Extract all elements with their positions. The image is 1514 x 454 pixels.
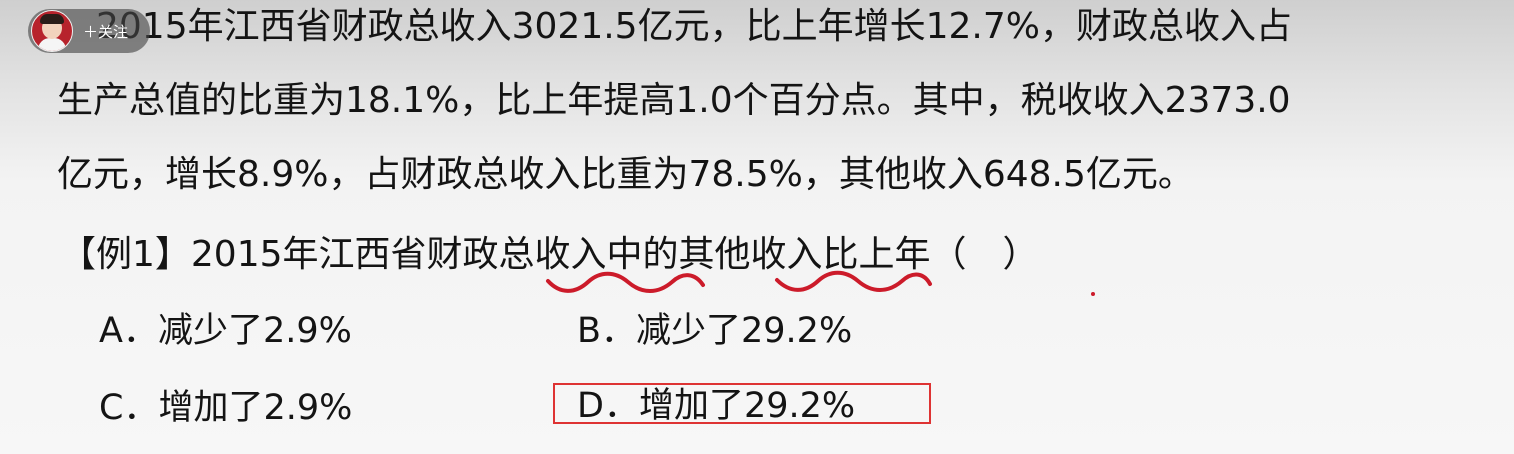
paragraph-line-3: 亿元，增长8.9%，占财政总收入比重为78.5%，其他收入648.5亿元。 [57,154,1194,195]
paragraph-line-1: 2015年江西省财政总收入3021.5亿元，比上年增长12.7%，财政总收入占 [96,6,1292,47]
presenter-avatar-icon[interactable] [31,10,73,52]
option-d: D．增加了29.2% [577,386,856,426]
follow-button[interactable]: ＋关注 [83,22,129,41]
option-b: B．减少了29.2% [577,311,853,351]
follow-widget[interactable]: ＋关注 [28,9,150,53]
ink-dot [1091,292,1095,296]
option-c: C．增加了2.9% [99,388,353,428]
question-text: 【例1】2015年江西省财政总收入中的其他收入比上年（ ） [60,234,1039,275]
option-a: A．减少了2.9% [99,311,352,351]
answer-highlight-box [553,383,931,424]
paragraph-line-2: 生产总值的比重为18.1%，比上年提高1.0个百分点。其中，税收收入2373.0 [57,80,1291,121]
